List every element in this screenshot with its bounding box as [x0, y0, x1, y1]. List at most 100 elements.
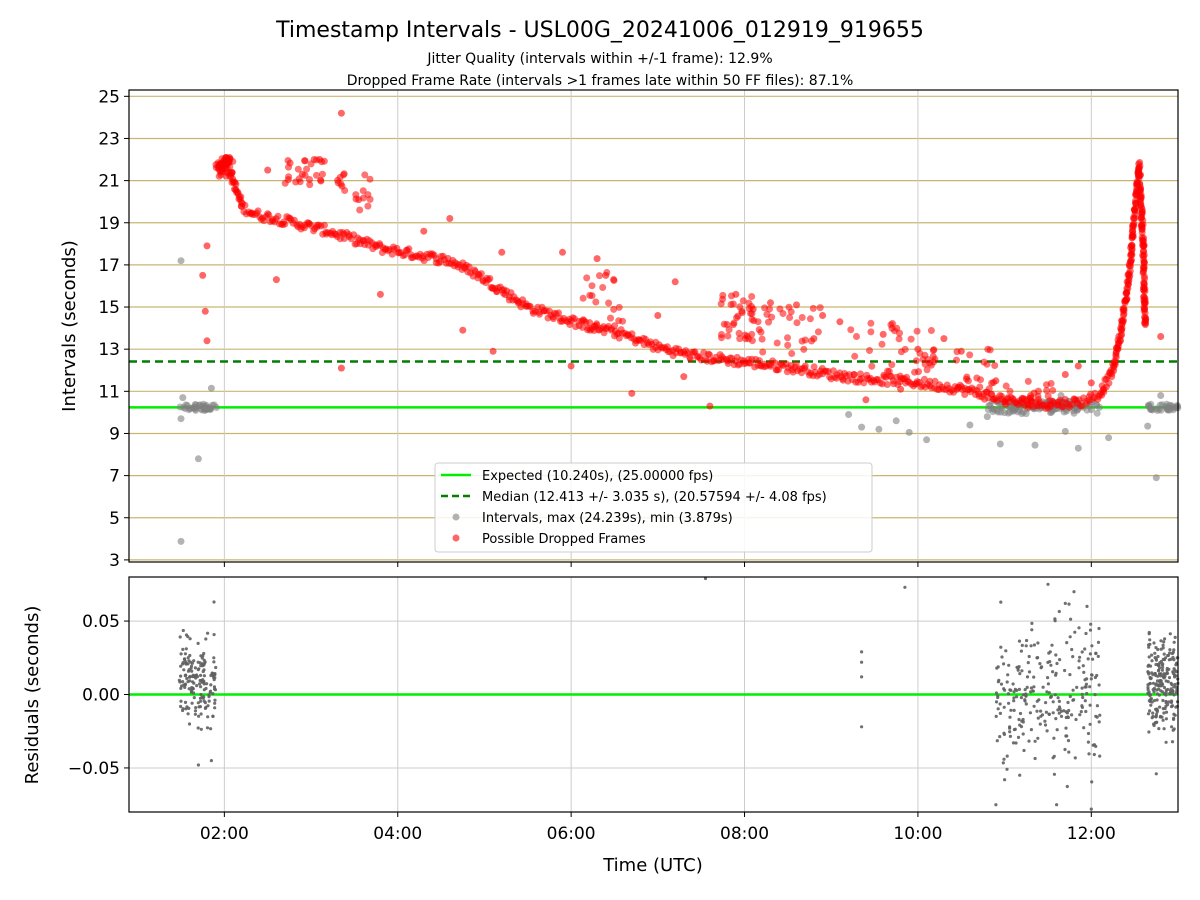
dropped-frame-point [761, 304, 769, 312]
dropped-frame-point [847, 326, 855, 334]
residual-point [1009, 708, 1013, 712]
residual-point [1007, 701, 1011, 705]
residual-point [1032, 685, 1036, 689]
dropped-frame-point [596, 272, 603, 280]
residual-point [1163, 637, 1167, 641]
dropped-frame-point [926, 359, 934, 367]
residual-point [1084, 709, 1088, 714]
dropped-frame-point [786, 314, 794, 321]
dropped-frame-point [784, 341, 792, 349]
dropped-frame-point [237, 193, 245, 201]
residual-point [1173, 682, 1177, 687]
dropped-frame-point [706, 402, 714, 410]
residual-point [1159, 689, 1163, 693]
dropped-frame-point [1131, 214, 1139, 222]
residual-point [208, 691, 212, 695]
dropped-frame-point [976, 383, 984, 391]
residual-point [1086, 731, 1091, 736]
residual-point [186, 680, 190, 684]
dropped-frame-point [991, 362, 999, 369]
residual-point [186, 656, 190, 660]
dropped-frame-point [203, 337, 211, 345]
residual-point [1150, 716, 1154, 720]
residual-point [1003, 688, 1007, 692]
residual-point [1017, 717, 1021, 722]
residual-point [1015, 695, 1019, 699]
residual-point [860, 725, 864, 729]
interval-point [989, 408, 997, 416]
intervals-y-tick-label: 5 [109, 509, 120, 529]
residual-point [1097, 683, 1101, 687]
residual-point [1170, 740, 1175, 744]
residual-point [1025, 675, 1030, 679]
residual-point [1164, 690, 1168, 695]
residual-point [1162, 640, 1166, 644]
dropped-frame-point [914, 345, 922, 353]
dropped-frame-point [281, 220, 289, 228]
residual-point [1098, 713, 1102, 717]
residual-point [1163, 674, 1167, 679]
x-tick-label: 10:00 [893, 824, 942, 844]
residual-point [1083, 685, 1087, 689]
residual-point [994, 803, 998, 807]
residual-point [1170, 699, 1174, 703]
dropped-frame-point [1006, 387, 1014, 395]
dropped-frame-point [306, 176, 313, 183]
residual-point [1088, 628, 1093, 632]
residual-point [1172, 685, 1176, 689]
dropped-frame-point [294, 165, 302, 173]
interval-point [845, 411, 853, 418]
residual-point [194, 706, 198, 710]
residual-point [1174, 674, 1178, 678]
intervals-y-tick-label: 9 [109, 424, 120, 444]
residual-point [860, 650, 864, 654]
residual-point [186, 712, 190, 716]
dropped-frame-point [785, 303, 793, 311]
residual-point [183, 652, 187, 656]
residual-point [1036, 641, 1040, 645]
residual-point [1044, 701, 1048, 705]
chart-subtitle-jitter: Jitter Quality (intervals within +/-1 fr… [426, 51, 772, 67]
residual-point [1047, 691, 1051, 695]
legend-median-label: Median (12.413 +/- 3.035 s), (20.57594 +… [482, 490, 827, 505]
dropped-frame-point [337, 364, 345, 372]
residual-point [1073, 756, 1077, 760]
residual-point [200, 662, 204, 666]
dropped-frame-point [719, 295, 727, 303]
dropped-frame-point [1035, 402, 1043, 410]
residuals-series [177, 576, 1180, 811]
residual-point [1036, 716, 1040, 720]
residual-point [1054, 671, 1058, 676]
residual-point [1150, 700, 1154, 704]
dropped-frame-point [923, 366, 931, 374]
residuals-panel: −0.05 0.00 0.05 02:00 04:00 06:00 08:00 10:00 1… [22, 576, 1180, 876]
residual-point [1156, 669, 1161, 673]
interval-point [1031, 441, 1039, 449]
residual-point [179, 664, 183, 668]
chart-title: Timestamp Intervals - USL00G_20241006_01… [275, 18, 924, 43]
dropped-frame-point [727, 301, 735, 308]
residual-point [1172, 717, 1176, 722]
residual-point [1054, 653, 1058, 657]
residual-point [1080, 686, 1084, 690]
dropped-frame-point [321, 221, 328, 229]
residuals-y-tick-label: 0.00 [82, 686, 120, 706]
dropped-frame-point [284, 176, 292, 184]
residual-point [1166, 680, 1170, 684]
dropped-frame-point [773, 339, 781, 347]
residual-point [1006, 692, 1011, 696]
chart-subtitle-dropped: Dropped Frame Rate (intervals >1 frames … [347, 73, 854, 89]
residual-point [1166, 653, 1170, 658]
dropped-frame-point [757, 328, 765, 336]
dropped-frame-point [851, 352, 859, 360]
residual-point [206, 631, 210, 635]
intervals-y-ticks: 3 5 7 9 11 13 15 17 19 21 23 25 [98, 87, 129, 571]
dropped-frame-point [814, 328, 822, 336]
legend-box [434, 462, 873, 553]
residual-point [1089, 677, 1093, 681]
residual-point [1039, 714, 1043, 718]
dropped-frame-point [1021, 401, 1029, 409]
dropped-frame-point [866, 347, 873, 354]
interval-point [194, 455, 202, 463]
dropped-frame-point [341, 187, 349, 194]
